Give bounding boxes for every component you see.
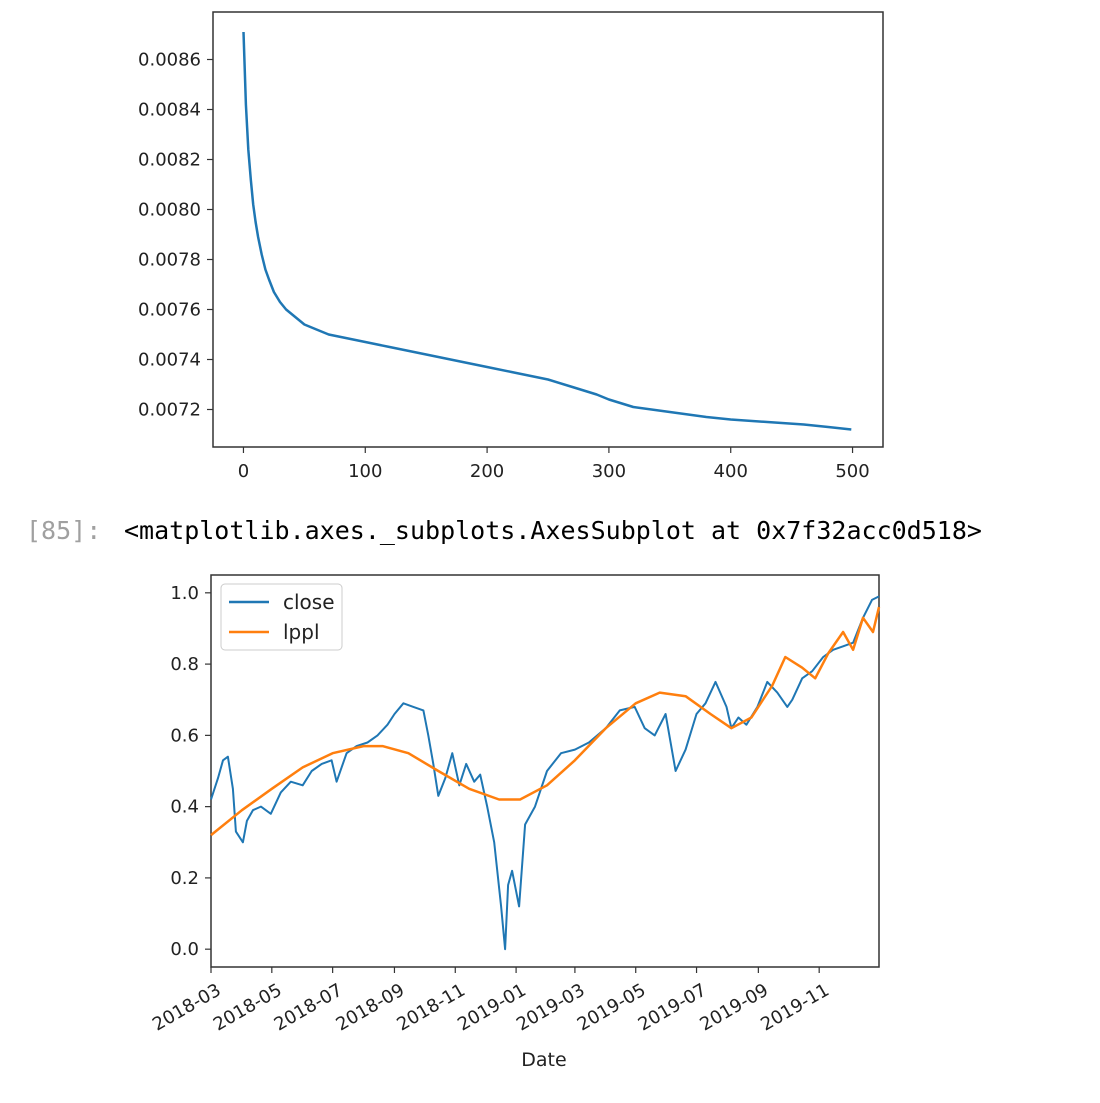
y-tick-label: 0.0082 <box>138 150 201 171</box>
x-tick-label: 2018-11 <box>393 980 469 1036</box>
x-tick-label: 2019-11 <box>757 980 833 1036</box>
x-tick-label: 2019-09 <box>696 980 772 1036</box>
legend-label-close: close <box>283 590 335 614</box>
x-tick-label: 2019-03 <box>513 980 589 1036</box>
x-tick-label: 400 <box>714 461 748 482</box>
y-tick-label: 0.2 <box>170 868 199 889</box>
chart-1-frame <box>212 11 884 448</box>
y-tick-label: 0.0076 <box>138 300 201 321</box>
x-tick-label: 0 <box>238 461 249 482</box>
x-tick-label: 2019-07 <box>635 980 711 1036</box>
y-tick-label: 0.6 <box>170 725 199 746</box>
x-tick-label: 2018-03 <box>149 980 225 1036</box>
chart-2-legend: close lppl <box>220 583 343 651</box>
series-line-loss <box>242 31 852 431</box>
chart-1-x-axis: 0 100 200 300 400 500 <box>238 447 870 482</box>
chart-1-plot-area <box>242 31 852 431</box>
output-prompt: [85]: <box>26 516 102 545</box>
x-tick-label: 2019-05 <box>574 980 650 1036</box>
legend-box <box>220 583 343 651</box>
y-tick-label: 0.0078 <box>138 250 201 271</box>
y-tick-label: 0.0074 <box>138 350 201 371</box>
x-tick-label: 2018-09 <box>333 980 409 1036</box>
y-tick-label: 0.0086 <box>138 50 201 71</box>
x-tick-label: 2018-07 <box>271 980 347 1036</box>
y-tick-label: 0.8 <box>170 654 199 675</box>
chart-1: 0.0072 0.0074 0.0076 0.0078 0.0080 0.0082 0.00… <box>138 11 884 482</box>
y-tick-label: 0.0080 <box>138 200 201 221</box>
output-cell: [85]: <matplotlib.axes._subplots.AxesSub… <box>0 512 1100 552</box>
chart-2: 0.0 0.2 0.4 0.6 0.8 1.0 2018-032018-052018-07… <box>149 574 881 1071</box>
output-text: <matplotlib.axes._subplots.AxesSubplot a… <box>124 516 982 545</box>
y-tick-label: 1.0 <box>170 583 199 604</box>
chart-2-y-axis: 0.0 0.2 0.4 0.6 0.8 1.0 <box>170 583 211 960</box>
y-tick-label: 0.0 <box>170 939 199 960</box>
x-tick-label: 200 <box>470 461 504 482</box>
chart-2-x-axis-title: Date <box>521 1049 566 1071</box>
y-tick-label: 0.4 <box>170 797 199 818</box>
x-tick-label: 100 <box>348 461 382 482</box>
x-tick-label: 300 <box>592 461 626 482</box>
x-tick-label: 2018-05 <box>210 980 286 1036</box>
x-tick-label: 500 <box>835 461 869 482</box>
chart-2-frame <box>210 574 880 968</box>
legend-label-lppl: lppl <box>283 620 320 644</box>
chart-2-plot-area <box>210 595 881 951</box>
y-tick-label: 0.0072 <box>138 400 201 421</box>
series-line-close <box>210 595 880 951</box>
y-tick-label: 0.0084 <box>138 100 201 121</box>
chart-1-y-axis: 0.0072 0.0074 0.0076 0.0078 0.0080 0.0082 0.00… <box>138 50 213 421</box>
series-line-lppl <box>210 606 881 837</box>
